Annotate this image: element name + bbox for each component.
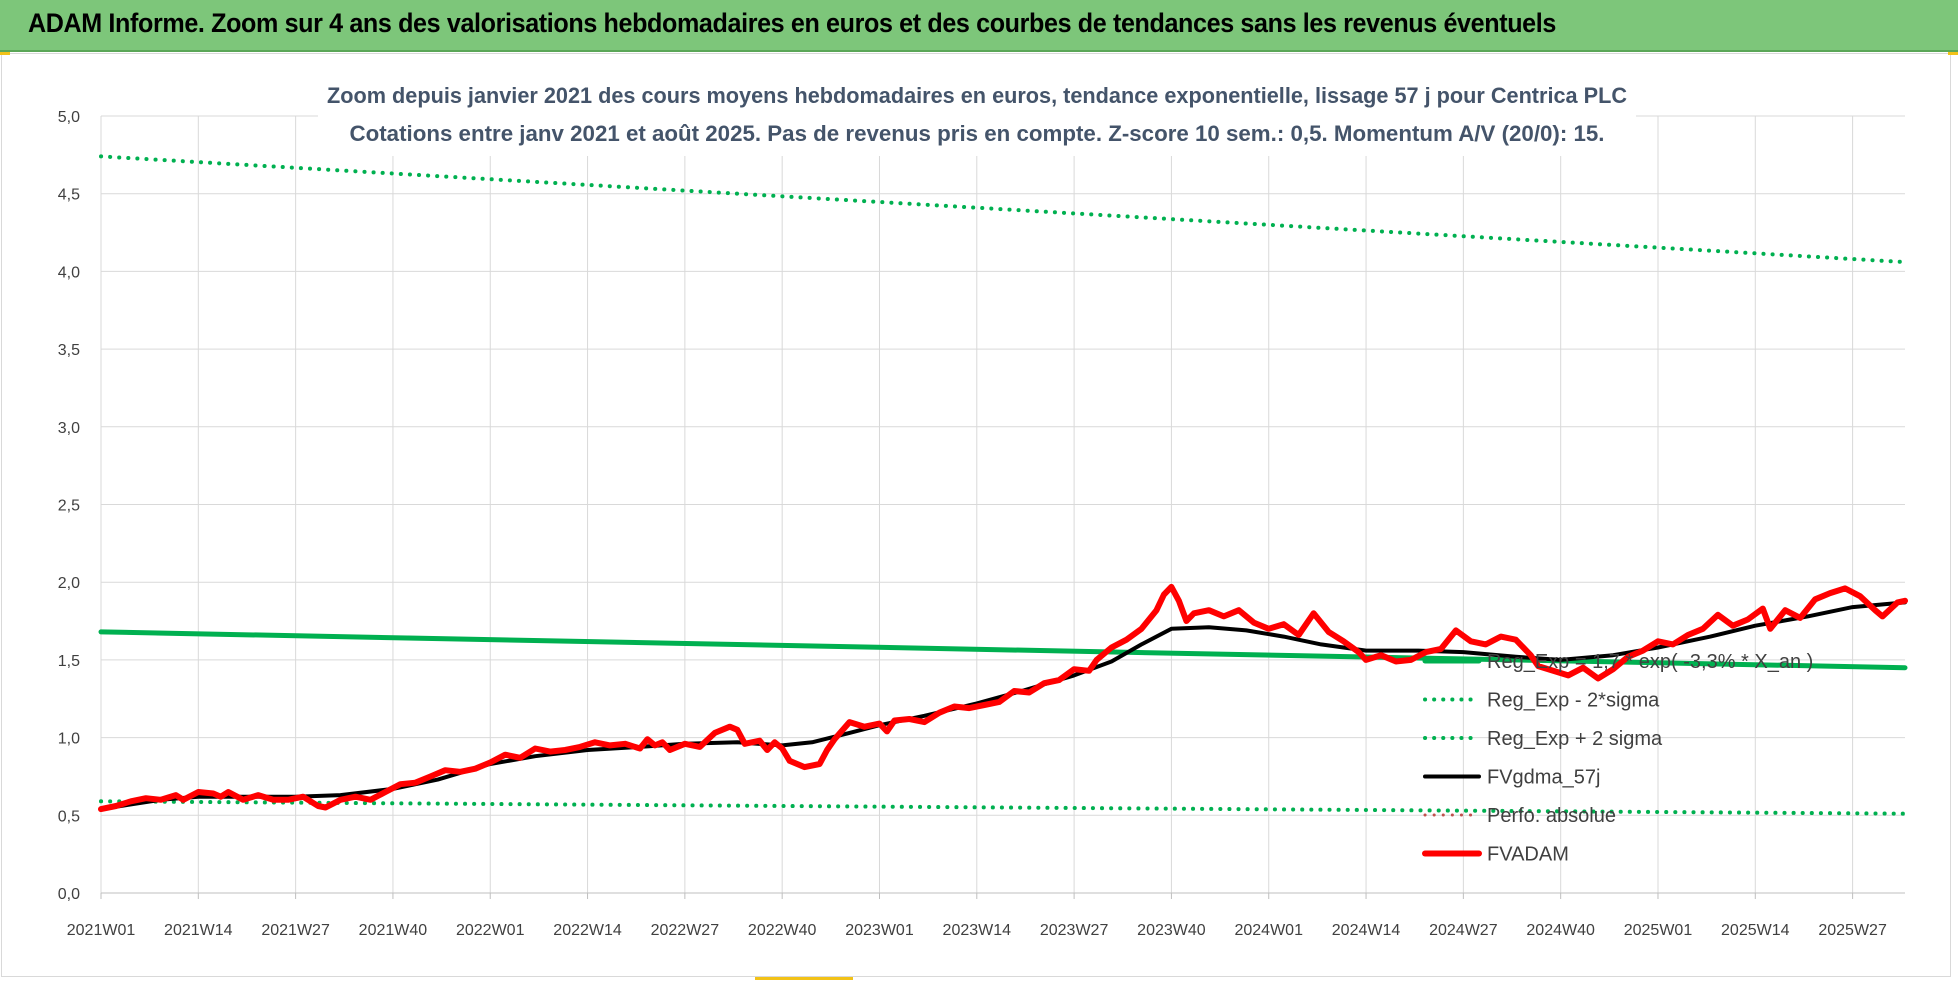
x-tick-label: 2025W27 <box>1818 922 1887 939</box>
y-tick-label: 5,0 <box>58 109 80 126</box>
x-tick-label: 2023W01 <box>845 922 914 939</box>
title-backdrop <box>318 76 1636 156</box>
y-tick-label: 3,5 <box>58 342 80 359</box>
series-line-0 <box>98 629 1908 671</box>
x-axis-ticks: 2021W01 2021W14 2021W27 2021W40 2022W01 2022W… <box>67 922 1887 939</box>
x-tick-label: 2021W40 <box>359 922 428 939</box>
x-tick-label: 2021W01 <box>67 922 136 939</box>
y-tick-label: 4,0 <box>58 264 80 281</box>
y-tick-label: 4,5 <box>58 187 80 204</box>
y-tick-label: 2,5 <box>58 498 80 515</box>
series-line-1 <box>99 799 1907 816</box>
series-line-2 <box>99 154 1907 265</box>
x-tick-label: 2022W40 <box>748 922 817 939</box>
x-tick-label: 2024W40 <box>1526 922 1595 939</box>
y-tick-label: 2,0 <box>58 575 80 592</box>
chart-subtitle: Cotations entre janv 2021 et août 2025. … <box>350 121 1605 146</box>
legend-label-2: Reg_Exp + 2 sigma <box>1487 728 1663 750</box>
grid <box>100 115 1905 899</box>
x-tick-label: 2022W14 <box>553 922 622 939</box>
x-tick-label: 2021W14 <box>164 922 233 939</box>
y-tick-label: 1,5 <box>58 653 80 670</box>
series-line-5 <box>98 583 1908 813</box>
x-tick-label: 2025W01 <box>1624 922 1693 939</box>
frame-corner-mark <box>755 977 853 980</box>
x-tick-label: 2024W27 <box>1429 922 1498 939</box>
legend-label-0: Reg_Exp = 1,7 * exp( -3,3% * X_an ) <box>1487 651 1813 673</box>
y-tick-label: 3,0 <box>58 420 80 437</box>
y-tick-label: 0,5 <box>58 808 80 825</box>
x-tick-label: 2024W01 <box>1234 922 1303 939</box>
chart-title: Zoom depuis janvier 2021 des cours moyen… <box>327 83 1627 108</box>
x-tick-label: 2023W40 <box>1137 922 1206 939</box>
y-axis-ticks: 0,0 0,5 1,0 1,5 2,0 2,5 3,0 3,5 4,0 4,5 5,0 <box>58 109 80 903</box>
frame-corner-mark <box>1948 52 1958 55</box>
x-tick-label: 2023W27 <box>1040 922 1109 939</box>
legend: Reg_Exp = 1,7 * exp( -3,3% * X_an ) Reg_E… <box>1422 651 1813 866</box>
x-tick-label: 2023W14 <box>943 922 1012 939</box>
legend-label-1: Reg_Exp - 2*sigma <box>1487 690 1660 712</box>
x-tick-label: 2025W14 <box>1721 922 1790 939</box>
y-tick-label: 0,0 <box>58 886 80 903</box>
legend-label-5: FVADAM <box>1487 844 1569 866</box>
x-tick-label: 2022W27 <box>651 922 720 939</box>
report-title: ADAM Informe. Zoom sur 4 ans des valoris… <box>28 8 1556 38</box>
x-tick-label: 2024W14 <box>1332 922 1401 939</box>
series-lines <box>98 154 1908 816</box>
legend-label-3: FVgdma_57j <box>1487 767 1600 789</box>
frame-corner-mark <box>0 52 10 55</box>
report-banner: ADAM Informe. Zoom sur 4 ans des valoris… <box>0 0 1958 52</box>
chart-frame <box>1 53 1951 977</box>
x-tick-label: 2021W27 <box>261 922 330 939</box>
y-tick-label: 1,0 <box>58 731 80 748</box>
x-tick-label: 2022W01 <box>456 922 525 939</box>
legend-label-4: Perfo. absolue <box>1487 805 1616 827</box>
